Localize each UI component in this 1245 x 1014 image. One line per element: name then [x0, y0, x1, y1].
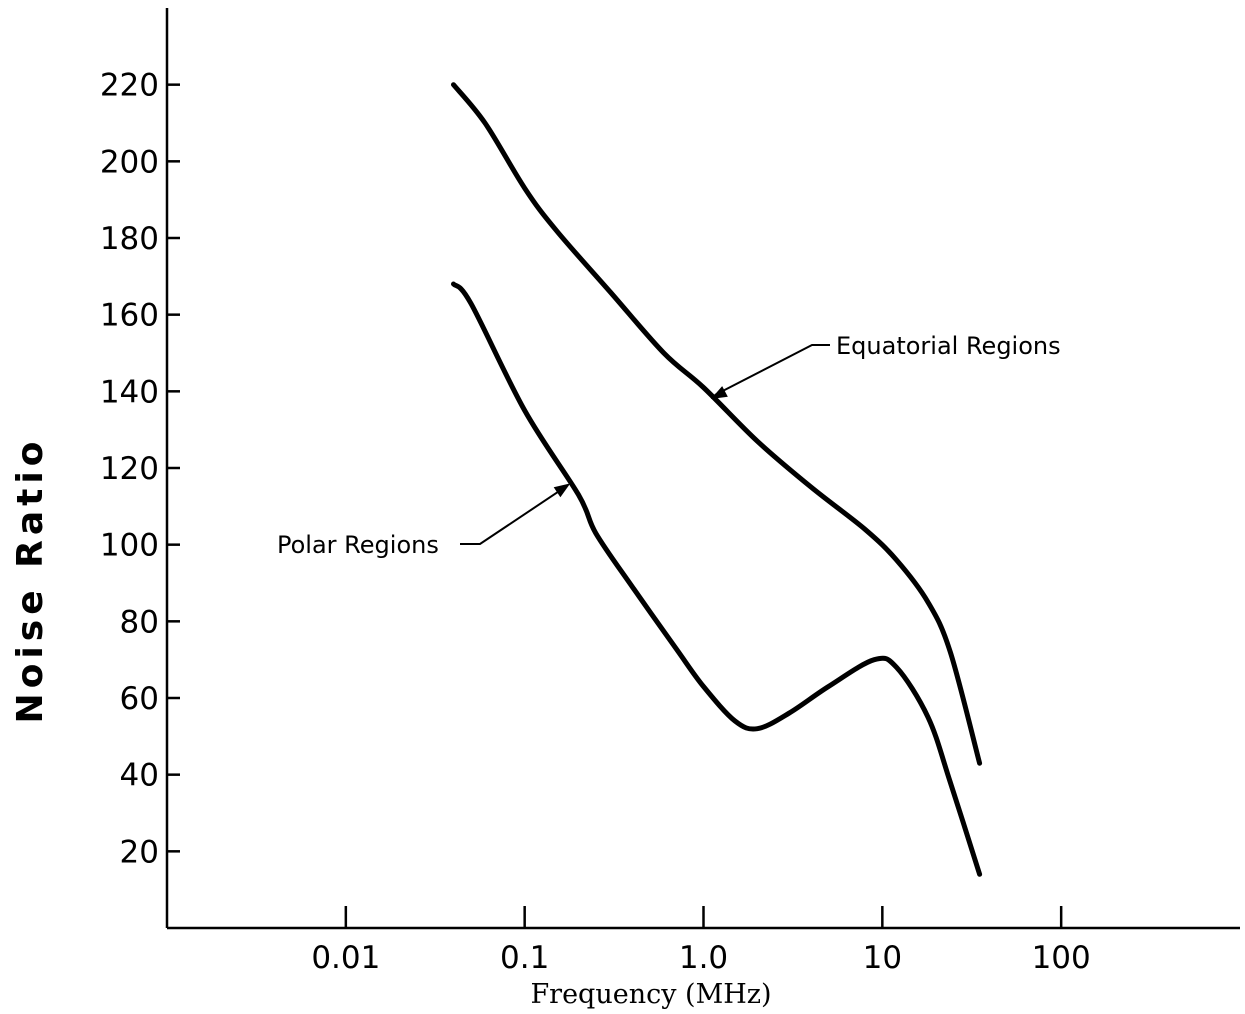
y-tick-label: 60 [120, 681, 159, 717]
y-tick-label: 180 [100, 221, 159, 257]
equatorial-regions-line [451, 82, 983, 766]
y-tick-label: 160 [100, 298, 159, 334]
x-tick-label: 0.01 [311, 940, 380, 976]
axes [165, 8, 1240, 930]
y-tick-label: 120 [100, 451, 159, 487]
equatorial-leader-line [714, 344, 830, 396]
x-tick-label: 1.0 [679, 940, 728, 976]
arrow-head [553, 483, 571, 498]
polar-regions-line [451, 281, 983, 877]
y-tick-label: 140 [100, 374, 159, 410]
equatorial-regions-label: Equatorial Regions [836, 332, 1061, 360]
polar-leader-line [460, 485, 567, 545]
arrow-head [710, 386, 728, 399]
y-tick-label: 200 [100, 144, 159, 180]
y-tick-label: 20 [120, 834, 159, 870]
series [451, 82, 983, 877]
ticks: 20 40 60 80 100 120 140 160 180 200 220 0.01 0.1 1.0 1… [100, 68, 1091, 976]
x-tick-label: 10 [863, 940, 902, 976]
x-axis-title: Frequency (MHz) [530, 979, 771, 1010]
annotations: Equatorial Regions Polar Regions [277, 332, 1061, 559]
y-tick-label: 40 [120, 758, 159, 794]
x-tick-label: 100 [1032, 940, 1091, 976]
y-tick-label: 80 [120, 604, 159, 640]
x-tick-label: 0.1 [500, 940, 549, 976]
y-tick-label: 100 [100, 528, 159, 564]
y-axis-title: Noise Ratio [10, 437, 51, 724]
y-tick-label: 220 [100, 68, 159, 104]
polar-regions-label: Polar Regions [277, 531, 439, 559]
